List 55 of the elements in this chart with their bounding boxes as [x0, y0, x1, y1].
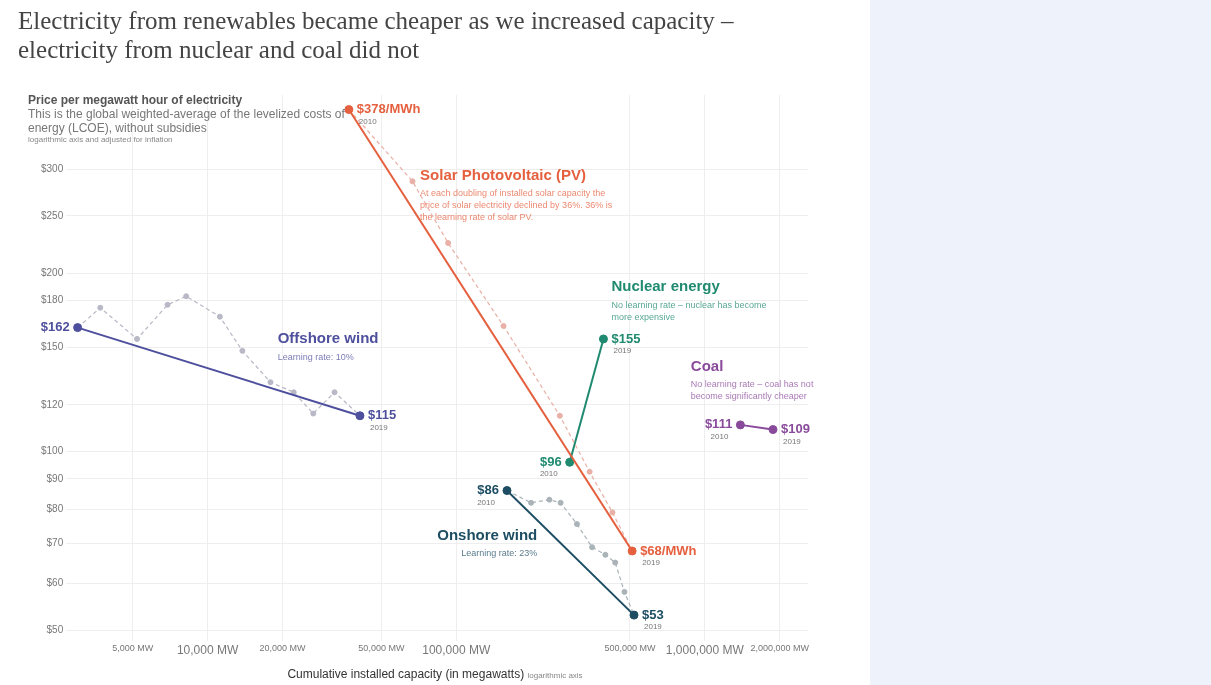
y-tick-label: $180 — [41, 294, 64, 306]
annotation: 2010 — [358, 116, 378, 126]
annotation: No learning rate – coal has not become significantly cheaper — [690, 378, 814, 401]
text: Nuclear energy — [611, 277, 721, 295]
annotation: 2019 — [644, 622, 663, 632]
annotation: 2019 — [613, 346, 632, 356]
y-tick-label: $60 — [46, 576, 64, 588]
data-label: $53 — [642, 606, 664, 622]
annotation: 2019 — [782, 436, 802, 446]
annotation: Learning rate: 10% — [277, 351, 354, 362]
data-label: $155 — [611, 330, 641, 346]
data-label: $109 — [780, 421, 810, 437]
x-tick-label: 20,000 MW — [259, 643, 306, 654]
y-tick-label: $70 — [46, 537, 64, 549]
annotation: logarithmic axis and adjusted for inflation — [28, 135, 174, 144]
x-tick-label: 50,000 MW — [358, 643, 405, 654]
x-tick-label: 10,000 MW — [176, 643, 239, 658]
y-axis-title: Price per megawatt hour of electricity — [28, 93, 244, 107]
chart-title: Electricity from renewables became cheaper as we increased capacity – electricity from nuclear and coal did not — [18, 6, 735, 64]
series-label: Solar Photovoltaic (PV) — [420, 165, 586, 183]
data-label: $162 — [40, 319, 70, 335]
text: This is the global weighted-average of the levelized costs of energy (LCOE), without subsidies — [28, 107, 346, 135]
x-tick-label: 500,000 MW — [604, 643, 657, 654]
y-tick-label: $90 — [46, 472, 64, 484]
data-label: $111 — [704, 416, 733, 432]
text: Offshore wind — [277, 329, 379, 347]
x-tick-label: 5,000 MW — [112, 643, 154, 654]
y-tick-label: $150 — [41, 341, 64, 353]
annotation: 2019 — [642, 558, 661, 568]
annotation: 2010 — [477, 497, 496, 507]
y-tick-label: $50 — [46, 623, 64, 635]
y-tick-label: $120 — [41, 398, 64, 410]
series-label: Onshore wind — [437, 525, 538, 543]
annotation: No learning rate – nuclear has become more expensive — [611, 299, 767, 322]
x-tick-label: 1,000,000 MW — [665, 643, 745, 658]
annotation: 2010 — [539, 469, 559, 479]
text: Coal — [690, 356, 724, 374]
data-label: $86 — [477, 482, 499, 498]
data-label: $96 — [539, 453, 562, 469]
y-tick-label: $80 — [46, 502, 64, 514]
annotation: 2010 — [710, 432, 729, 442]
annotation: At each doubling of installed solar capacity the price of solar electricity declined by 36%. 36% is the learning rate of solar PV. — [420, 187, 613, 222]
annotation: 2019 — [369, 422, 389, 432]
data-label: $115 — [367, 407, 397, 423]
data-label: $378/MWh — [356, 101, 421, 117]
y-tick-label: $250 — [41, 209, 64, 221]
data-label: $68/MWh — [640, 542, 697, 558]
annotation: Learning rate: 23% — [461, 548, 538, 559]
y-tick-label: $200 — [41, 267, 64, 279]
y-tick-label: $300 — [41, 162, 64, 174]
x-tick-label: 2,000,000 MW — [750, 643, 810, 654]
y-tick-label: $100 — [41, 445, 64, 457]
text: logarithmic axis — [527, 671, 583, 680]
x-tick-label: 100,000 MW — [422, 643, 491, 658]
x-axis-title: Cumulative installed capacity (in megawatts) — [287, 667, 525, 681]
